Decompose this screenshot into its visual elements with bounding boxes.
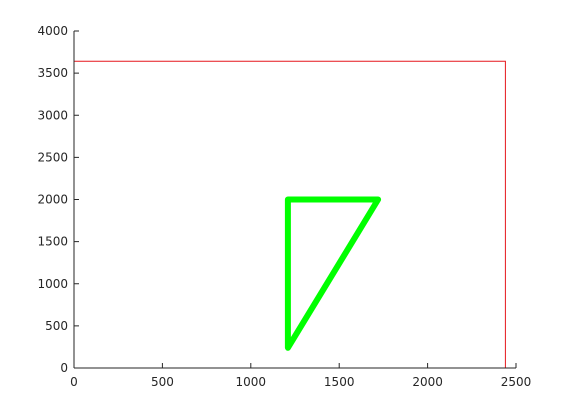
y-tick-label: 500 [45, 319, 68, 333]
series-1-line [284, 196, 382, 351]
x-tick-label: 2000 [412, 375, 443, 389]
y-tick-label: 4000 [37, 24, 68, 38]
series-layer [73, 60, 506, 369]
y-tick-label: 2000 [37, 193, 68, 207]
x-tick-label: 2500 [501, 375, 532, 389]
y-tick-label: 3500 [37, 66, 68, 80]
x-tick-label: 1000 [236, 375, 267, 389]
x-tick-label: 0 [70, 375, 78, 389]
y-tick-label: 3000 [37, 108, 68, 122]
y-tick-label: 1000 [37, 277, 68, 291]
x-ticks: 0 500 1000 1500 2000 2500 [70, 363, 531, 389]
y-tick-label: 1500 [37, 235, 68, 249]
y-ticks: 0 500 1000 1500 2000 2500 3000 3500 4000 [37, 24, 79, 375]
x-tick-label: 500 [151, 375, 174, 389]
y-tick-label: 0 [60, 361, 68, 375]
y-tick-label: 2500 [37, 150, 68, 164]
x-tick-label: 1500 [324, 375, 355, 389]
